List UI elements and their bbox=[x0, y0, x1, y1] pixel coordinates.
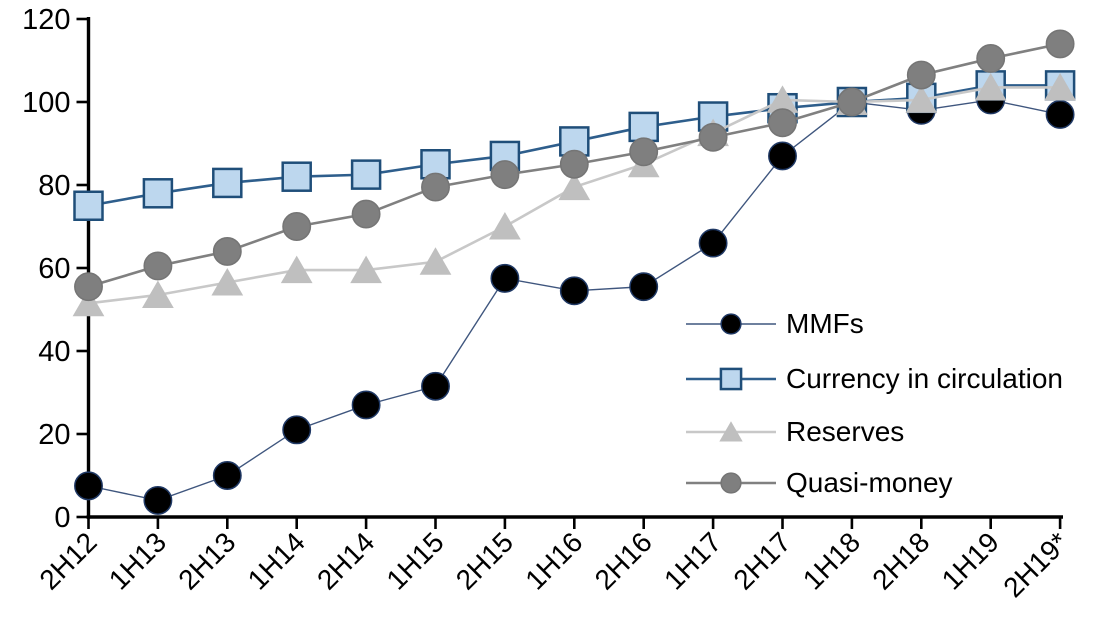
y-tick-label: 40 bbox=[38, 336, 70, 368]
data-point-circle bbox=[768, 108, 797, 138]
x-tick-label: 2H19* bbox=[997, 526, 1074, 603]
x-tick-label: 1H17 bbox=[658, 526, 727, 595]
data-point-circle bbox=[143, 251, 173, 281]
data-point-circle bbox=[698, 228, 728, 258]
data-point-square bbox=[628, 111, 659, 143]
y-tick-label: 80 bbox=[38, 170, 70, 202]
data-point-circle bbox=[629, 272, 659, 302]
y-tick-label: 120 bbox=[22, 4, 70, 36]
data-point-circle bbox=[282, 212, 312, 241]
x-tick-label: 1H14 bbox=[242, 526, 311, 595]
data-point-circle bbox=[1045, 29, 1075, 59]
data-point-circle bbox=[351, 199, 381, 229]
data-point-circle bbox=[74, 471, 103, 501]
data-point-circle bbox=[351, 390, 381, 420]
data-point-circle bbox=[421, 172, 450, 202]
data-point-circle bbox=[212, 461, 242, 490]
data-point-triangle bbox=[72, 288, 105, 317]
y-tick-label: 0 bbox=[54, 502, 70, 534]
data-point-square bbox=[142, 178, 174, 209]
data-point-circle bbox=[906, 60, 936, 90]
x-tick-label: 2H16 bbox=[589, 526, 658, 595]
data-point-triangle bbox=[1044, 72, 1076, 101]
data-point-circle bbox=[629, 137, 659, 167]
data-point-circle bbox=[74, 272, 103, 302]
x-tick-label: 2H18 bbox=[866, 526, 935, 595]
x-tick-label: 1H15 bbox=[380, 526, 449, 595]
data-point-circle bbox=[490, 263, 520, 293]
data-point-triangle bbox=[280, 255, 313, 284]
data-point-circle bbox=[1045, 100, 1075, 129]
data-point-triangle bbox=[558, 172, 591, 201]
data-point-circle bbox=[976, 43, 1006, 73]
data-point-circle bbox=[837, 87, 867, 117]
data-point-triangle bbox=[350, 255, 382, 284]
data-point-circle bbox=[421, 371, 450, 401]
y-tick-label: 100 bbox=[22, 87, 70, 119]
x-tick-label: 2H14 bbox=[311, 526, 380, 595]
data-point-circle bbox=[720, 313, 742, 335]
data-point-triangle bbox=[211, 268, 244, 296]
data-point-triangle bbox=[974, 72, 1007, 101]
data-point-circle bbox=[559, 149, 589, 179]
x-tick-label: 2H12 bbox=[33, 526, 102, 595]
data-point-circle bbox=[559, 276, 589, 306]
data-point-square bbox=[212, 167, 243, 199]
data-point-triangle bbox=[489, 211, 521, 240]
x-tick-label: 2H13 bbox=[172, 526, 241, 595]
data-point-circle bbox=[282, 415, 312, 445]
data-point-circle bbox=[698, 122, 728, 152]
data-point-circle bbox=[490, 160, 520, 190]
data-point-triangle bbox=[142, 280, 174, 308]
data-point-circle bbox=[212, 236, 242, 266]
data-point-square bbox=[281, 161, 312, 192]
data-point-square bbox=[719, 367, 743, 391]
data-point-square bbox=[73, 190, 104, 221]
x-tick-label: 2H17 bbox=[727, 526, 796, 595]
x-tick-label: 1H18 bbox=[797, 526, 866, 595]
x-tick-label: 1H16 bbox=[519, 526, 588, 595]
legend-label-mmfs: MMFs bbox=[786, 308, 864, 339]
data-point-circle bbox=[720, 472, 742, 494]
x-tick-label: 2H15 bbox=[450, 526, 519, 595]
data-point-triangle bbox=[419, 247, 452, 275]
legend-label-reserves: Reserves bbox=[786, 416, 905, 447]
data-point-circle bbox=[143, 485, 173, 515]
legend-label-quasi-money: Quasi-money bbox=[786, 467, 953, 498]
data-point-triangle bbox=[905, 85, 938, 113]
data-point-circle bbox=[768, 141, 797, 171]
legend-label-currency: Currency in circulation bbox=[786, 363, 1063, 394]
x-tick-label: 1H13 bbox=[103, 526, 172, 595]
y-tick-label: 60 bbox=[38, 253, 70, 285]
data-point-triangle bbox=[719, 421, 743, 442]
y-tick-label: 20 bbox=[38, 419, 70, 451]
data-point-square bbox=[350, 159, 382, 190]
x-tick-label: 1H19 bbox=[936, 526, 1005, 595]
